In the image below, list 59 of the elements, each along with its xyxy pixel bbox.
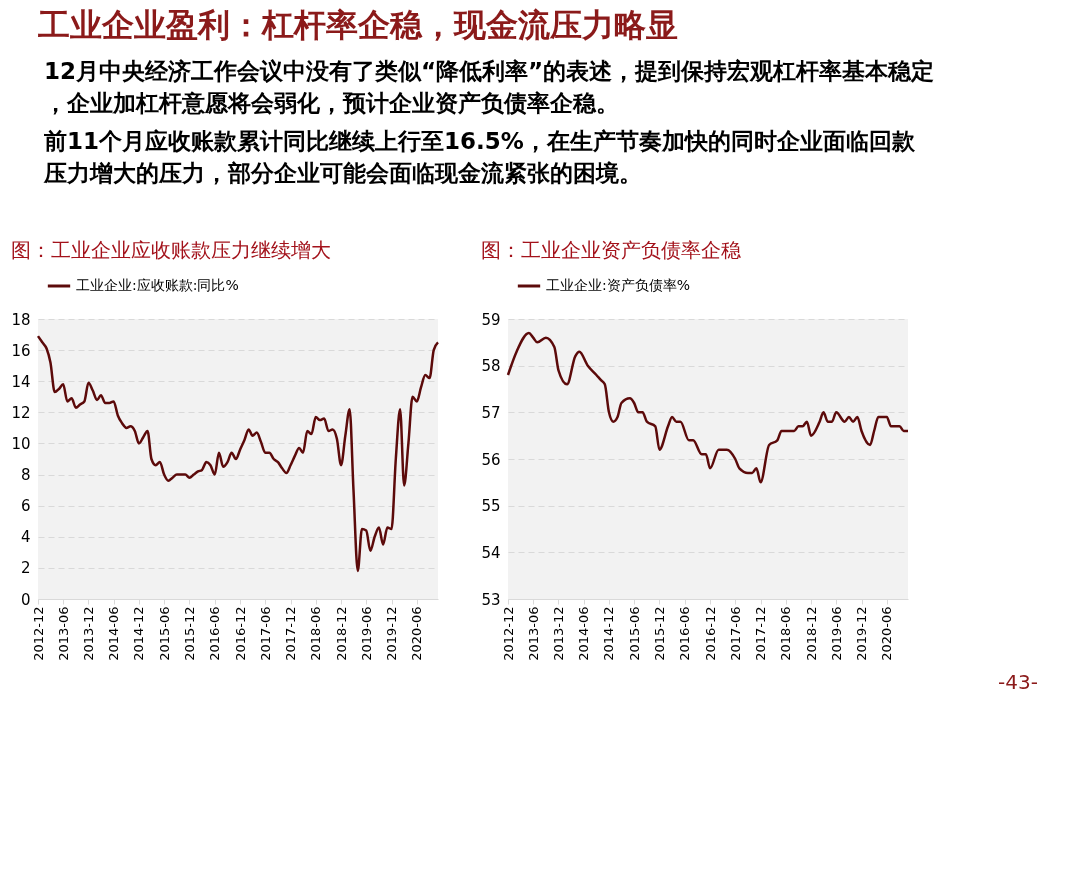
y-tick-label: 6 <box>20 497 31 516</box>
x-tick-label: 2019-06 <box>358 606 374 661</box>
x-tick-label: 2016-06 <box>677 606 693 661</box>
x-tick-label: 2017-06 <box>727 606 743 661</box>
y-tick-label: 59 <box>481 310 501 329</box>
x-tick-label: 2014-12 <box>131 606 147 661</box>
y-tick-label: 56 <box>481 450 501 469</box>
y-tick-label: 16 <box>11 341 31 360</box>
x-tick-label: 2017-06 <box>257 606 273 661</box>
chart-title: 图：工业企业资产负债率企稳 <box>480 238 741 262</box>
line-series <box>506 331 910 484</box>
legend-label: 工业企业:应收账款:同比% <box>76 277 239 293</box>
y-tick-label: 55 <box>481 497 501 516</box>
y-tick-label: 53 <box>481 590 501 609</box>
x-tick-label: 2020-06 <box>409 606 425 661</box>
x-tick-label: 2018-06 <box>308 606 324 661</box>
text: 工业企业盈利：杠杆率企稳，现金流压力略显 <box>37 6 678 44</box>
x-tick-label: 2015-12 <box>181 606 197 661</box>
y-tick-label: 57 <box>481 403 501 422</box>
x-tick-label: 2016-12 <box>702 606 718 661</box>
x-tick-label: 2019-12 <box>384 606 400 661</box>
x-tick-label: 2018-06 <box>778 606 794 661</box>
x-tick-label: 2012-12 <box>30 606 46 661</box>
x-tick-label: 2018-12 <box>333 606 349 661</box>
y-tick-label: 12 <box>11 403 31 422</box>
x-tick-label: 2015-12 <box>651 606 667 661</box>
x-tick-label: 2014-12 <box>601 606 617 661</box>
y-tick-label: 58 <box>481 357 501 376</box>
x-tick-label: 2012-12 <box>500 606 516 661</box>
y-tick-label: 8 <box>20 466 31 485</box>
y-tick-label: 18 <box>11 310 31 329</box>
x-tick-label: 2016-06 <box>207 606 223 661</box>
text: -43- <box>998 670 1038 694</box>
x-tick-label: 2019-06 <box>828 606 844 661</box>
x-tick-label: 2017-12 <box>283 606 299 661</box>
y-tick-label: 0 <box>20 590 31 609</box>
x-tick-label: 2013-12 <box>550 606 566 661</box>
x-tick-label: 2015-06 <box>626 606 642 661</box>
x-tick-label: 2013-06 <box>525 606 541 661</box>
x-tick-label: 2014-06 <box>106 606 122 661</box>
x-tick-label: 2016-12 <box>232 606 248 661</box>
x-tick-label: 2018-12 <box>803 606 819 661</box>
x-tick-label: 2020-06 <box>879 606 895 661</box>
chart-title: 图：工业企业应收账款压力继续增大 <box>10 238 331 262</box>
line-series <box>36 334 440 573</box>
y-tick-label: 10 <box>11 434 31 453</box>
legend-label: 工业企业:资产负债率% <box>546 277 691 293</box>
y-tick-label: 2 <box>20 559 31 578</box>
x-tick-label: 2015-06 <box>156 606 172 661</box>
x-tick-label: 2019-12 <box>854 606 870 661</box>
x-tick-label: 2014-06 <box>576 606 592 661</box>
x-tick-label: 2013-06 <box>55 606 71 661</box>
y-tick-label: 4 <box>20 528 31 547</box>
x-tick-label: 2017-12 <box>753 606 769 661</box>
y-tick-label: 54 <box>481 543 501 562</box>
y-tick-label: 14 <box>11 372 31 391</box>
text: 前11个月应收账款累计同比继续上行至16.5%，在生产节奏加快的同时企业面临回款压力增大的压力，部分企业可能会面临现金流紧张的困境。 <box>43 128 916 186</box>
x-tick-label: 2013-12 <box>80 606 96 661</box>
text: 12月中央经济工作会议中没有了类似“降低利率”的表述，提到保持宏观杠杆率基本稳定，企业加杠杆意愿将会弱化，预计企业资产负债率企稳。 <box>44 58 935 116</box>
